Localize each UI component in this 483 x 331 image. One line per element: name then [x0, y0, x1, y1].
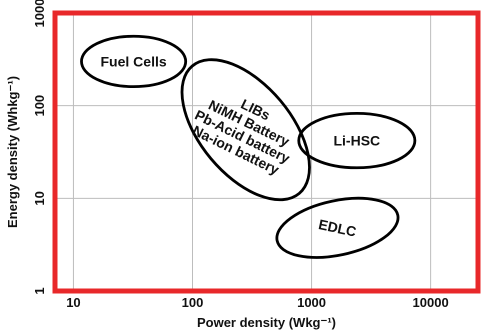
region-0: Fuel Cells	[80, 34, 188, 89]
x-tick-label: 10000	[413, 295, 449, 310]
y-tick-label: 100	[32, 95, 47, 117]
x-tick-labels: 10 100 1000 10000	[66, 295, 448, 310]
y-tick-label: 10	[32, 191, 47, 205]
x-axis-title: Power density (Wkg⁻¹)	[197, 315, 336, 330]
x-tick-label: 100	[182, 295, 204, 310]
region-label: Fuel Cells	[101, 53, 167, 69]
y-axis-title: Energy density (Whkg⁻¹)	[5, 76, 20, 228]
region-ellipse	[275, 196, 400, 259]
x-tick-label: 10	[66, 295, 80, 310]
region-3: EDLC	[275, 196, 400, 259]
y-tick-labels: 1 10 100 1000	[32, 0, 47, 295]
y-tick-label: 1	[32, 287, 47, 294]
x-tick-label: 1000	[297, 295, 326, 310]
region-ellipse	[180, 58, 311, 202]
y-tick-label: 1000	[32, 0, 47, 27]
region-2: Li-HSC	[297, 111, 417, 170]
region-label: EDLC	[317, 216, 358, 240]
region-ellipse	[80, 34, 188, 89]
plot-frame	[52, 10, 481, 294]
region-ellipse	[297, 111, 417, 170]
region-label: Li-HSC	[333, 133, 380, 149]
